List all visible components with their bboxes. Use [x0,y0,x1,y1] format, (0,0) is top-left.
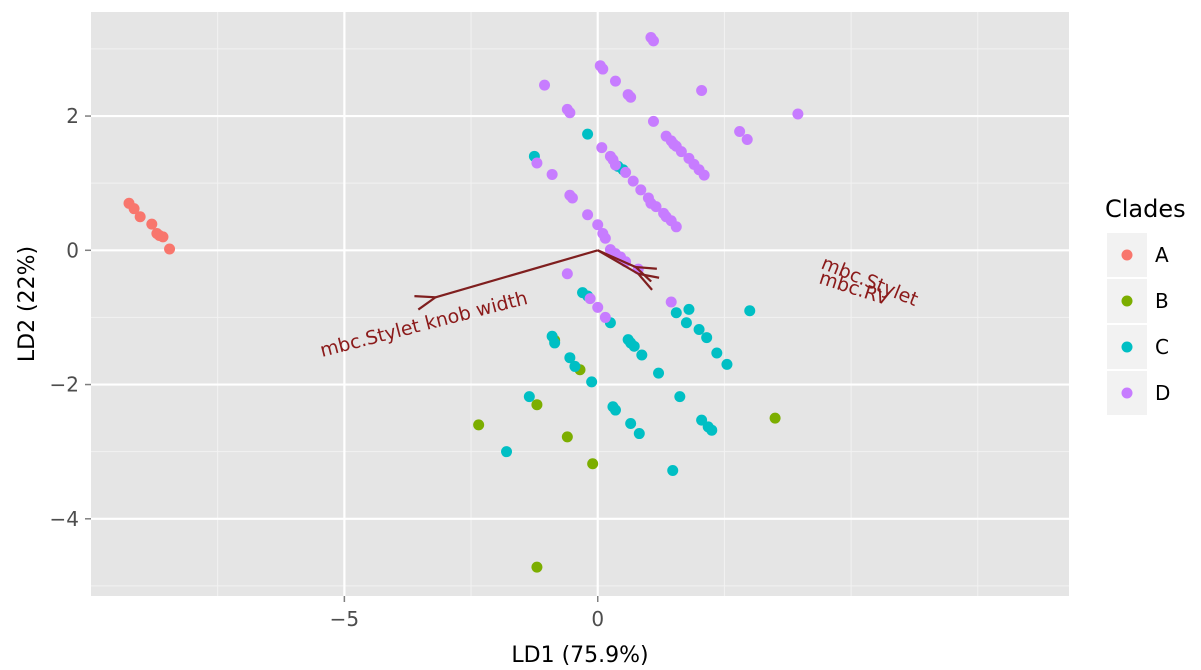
data-point-clade-c [625,417,637,429]
data-point-clade-a [157,231,169,243]
data-point-clade-a [164,243,176,255]
data-point-clade-b [561,431,573,443]
data-point-clade-b [473,419,485,431]
data-point-clade-d [564,107,576,119]
major-gridlines [91,12,1069,596]
biplot-arrows [436,249,639,297]
data-point-clade-b [531,399,543,411]
data-point-clade-c [564,352,576,364]
y-tick-label: −4 [50,507,79,531]
plot-panel [91,12,1069,596]
data-point-clade-c [683,303,695,315]
data-point-clade-c [721,358,733,370]
x-tick-label: 0 [591,607,604,631]
data-point-clade-d [627,175,639,187]
data-point-clade-b [769,412,781,424]
scatter-points [123,32,804,573]
data-point-clade-d [670,221,682,233]
data-point-clade-c [706,424,718,436]
data-point-clade-d [647,35,659,47]
legend-swatch-b [1121,295,1133,307]
data-point-clade-d [647,115,659,127]
data-point-clade-d [584,293,596,305]
data-point-clade-c [586,376,598,388]
data-point-clade-c [501,446,513,458]
data-point-clade-d [625,91,637,103]
data-point-clade-c [670,307,682,319]
data-point-clade-d [792,108,804,120]
data-point-clade-c [609,404,621,416]
biplot-arrow-2 [597,249,636,267]
data-point-clade-c [628,340,640,352]
legend-label-a: A [1155,243,1169,267]
data-point-clade-c [667,464,679,476]
data-point-clade-d [546,168,558,180]
data-point-clade-d [561,268,573,280]
data-point-clade-b [587,458,599,470]
data-point-clade-c [523,391,535,403]
data-point-clade-d [599,232,611,244]
data-point-clade-c [653,367,665,379]
y-tick-label: 0 [66,238,79,262]
data-point-clade-a [128,203,140,215]
data-point-clade-d [531,157,543,169]
data-point-clade-c [680,317,692,329]
data-point-clade-d [734,125,746,137]
data-point-clade-c [744,305,756,317]
data-point-clade-c [633,428,645,440]
data-point-clade-c [569,360,581,372]
data-point-clade-d [698,169,710,181]
data-point-clade-d [597,63,609,75]
data-point-clade-a [134,211,146,223]
biplot-arrow-0 [436,249,599,297]
data-point-clade-d [609,75,621,87]
data-point-clade-c [636,349,648,361]
data-point-clade-c [701,332,713,344]
data-point-clade-d [592,301,604,313]
data-point-clade-d [696,85,708,97]
legend-swatch-d [1121,387,1133,399]
data-point-clade-d [596,142,608,154]
y-tick-label: −2 [50,373,79,397]
y-axis-ticks: 2 0 −2 −4 [50,104,91,531]
data-point-clade-a [146,218,158,230]
legend-swatch-a [1121,249,1133,261]
data-point-clade-d [599,311,611,323]
legend-swatch-c [1121,341,1133,353]
y-axis-title: LD2 (22%) [15,246,40,362]
data-point-clade-c [693,324,705,336]
data-point-clade-d [650,201,662,213]
data-point-clade-d [635,184,647,196]
data-point-clade-c [696,414,708,426]
data-point-clade-d [609,159,621,171]
data-point-clade-d [582,209,594,221]
data-point-clade-c [549,337,561,349]
data-point-clade-c [582,128,594,140]
legend-label-c: C [1155,335,1169,359]
data-point-clade-d [539,79,551,91]
data-point-clade-d [665,296,677,308]
data-point-clade-d [566,192,578,204]
data-point-clade-d [741,134,753,146]
data-point-clade-d [675,146,687,158]
legend-title: Clades [1105,195,1186,223]
x-tick-label: −5 [330,607,359,631]
data-point-clade-d [620,166,632,178]
x-axis-ticks: −5 0 [330,596,604,631]
legend-label-b: B [1155,289,1169,313]
data-point-clade-d [592,219,604,231]
y-tick-label: 2 [66,104,79,128]
data-point-clade-c [674,391,686,403]
data-point-clade-c [711,347,723,359]
x-axis-title: LD1 (75.9%) [511,643,648,668]
data-point-clade-b [531,561,543,573]
legend-label-d: D [1155,381,1170,405]
minor-gridlines [91,12,1069,596]
